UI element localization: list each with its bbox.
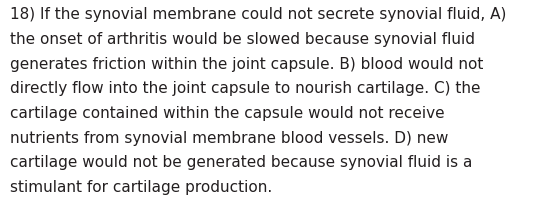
Text: the onset of arthritis would be slowed because synovial fluid: the onset of arthritis would be slowed b… — [10, 32, 475, 47]
Text: generates friction within the joint capsule. B) blood would not: generates friction within the joint caps… — [10, 57, 483, 72]
Text: directly flow into the joint capsule to nourish cartilage. C) the: directly flow into the joint capsule to … — [10, 81, 480, 96]
Text: nutrients from synovial membrane blood vessels. D) new: nutrients from synovial membrane blood v… — [10, 131, 449, 146]
Text: cartilage would not be generated because synovial fluid is a: cartilage would not be generated because… — [10, 155, 473, 170]
Text: cartilage contained within the capsule would not receive: cartilage contained within the capsule w… — [10, 106, 445, 121]
Text: 18) If the synovial membrane could not secrete synovial fluid, A): 18) If the synovial membrane could not s… — [10, 7, 507, 22]
Text: stimulant for cartilage production.: stimulant for cartilage production. — [10, 180, 272, 195]
